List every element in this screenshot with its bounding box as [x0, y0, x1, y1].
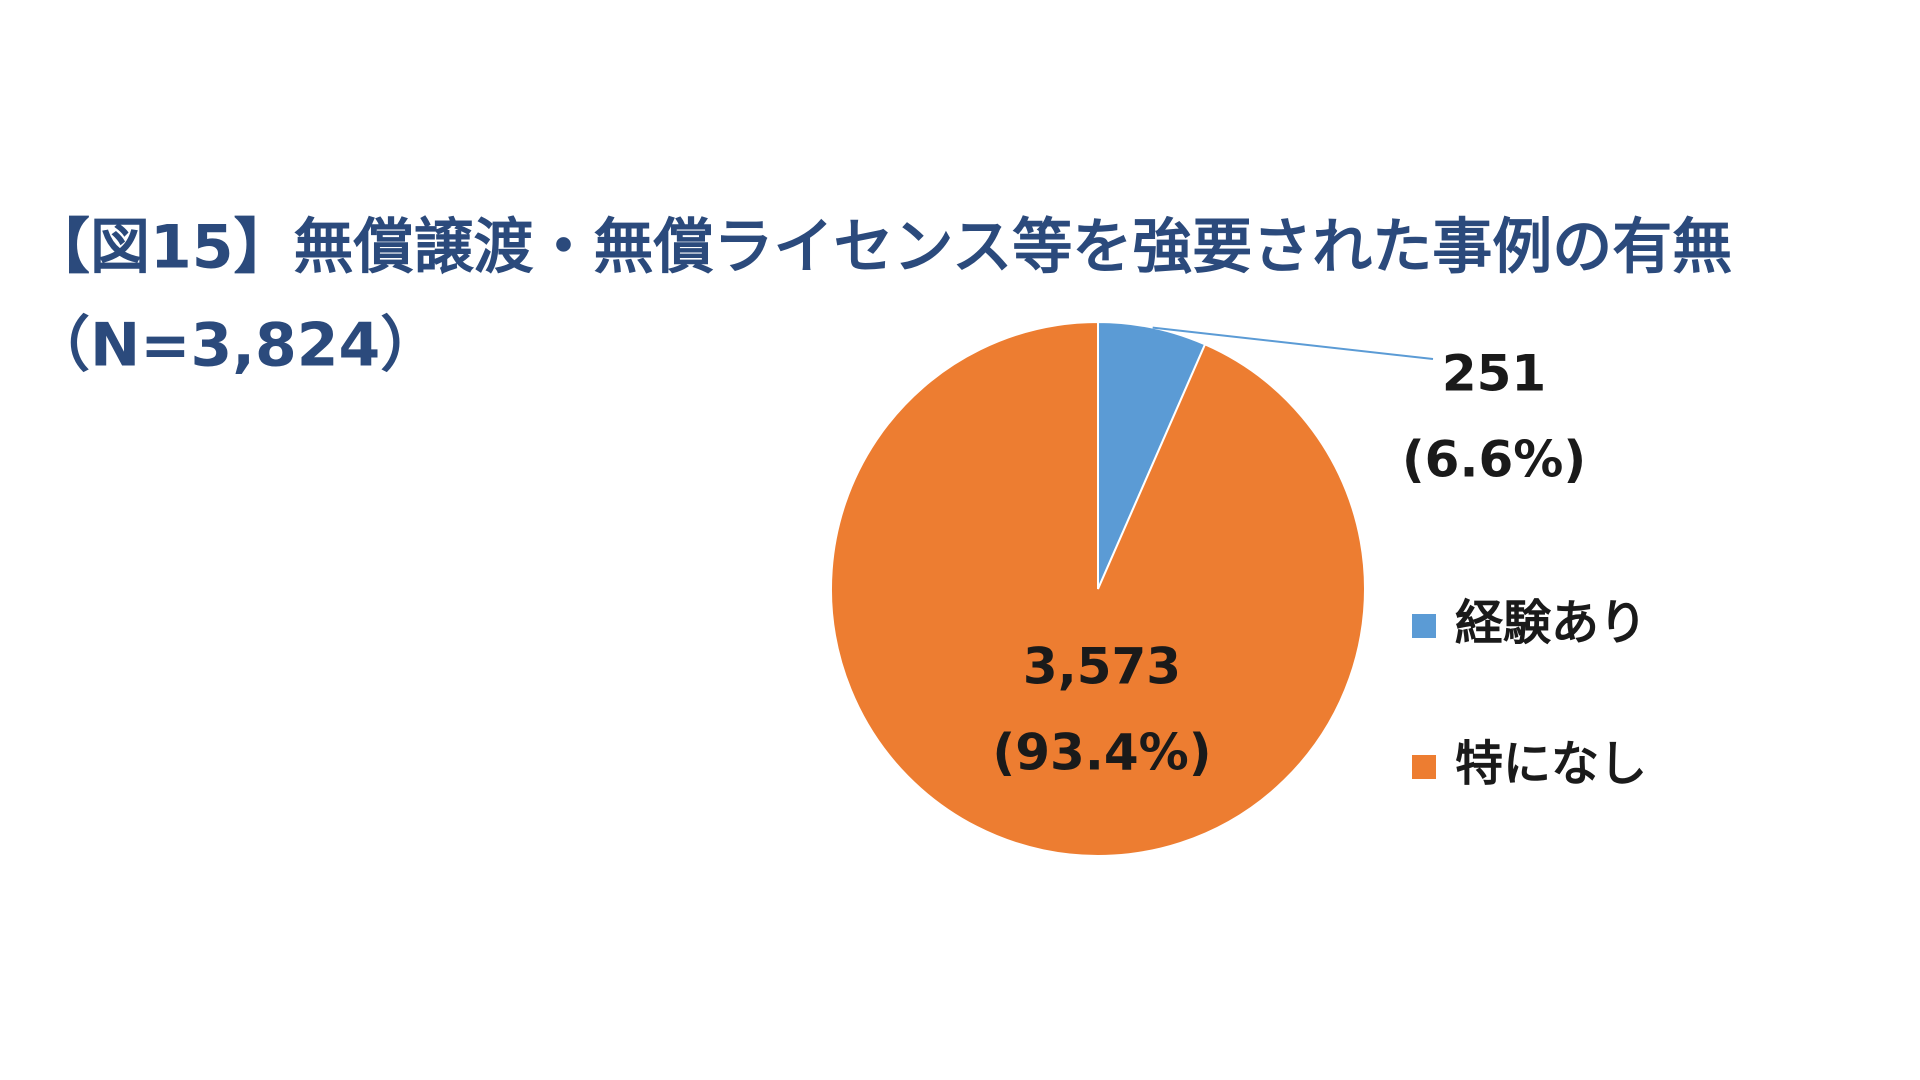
chart-title: 【図15】無償譲渡・無償ライセンス等を強要された事例の有無 [30, 213, 1732, 283]
legend-label: 経験あり [1455, 595, 1647, 651]
pie-slice [1097, 320, 1207, 590]
legend-swatch [1412, 614, 1436, 638]
pie-slice [829, 320, 1366, 857]
chart-subtitle: （N=3,824） [30, 311, 440, 381]
leader-line [1152, 326, 1434, 360]
legend-label: 特になし [1455, 736, 1647, 792]
percent-label: (93.4%) [992, 724, 1211, 782]
legend-swatch [1412, 755, 1436, 779]
data-label: 251 [1442, 345, 1546, 403]
data-label: 3,573 [1023, 638, 1181, 696]
percent-label: (6.6%) [1402, 431, 1586, 489]
